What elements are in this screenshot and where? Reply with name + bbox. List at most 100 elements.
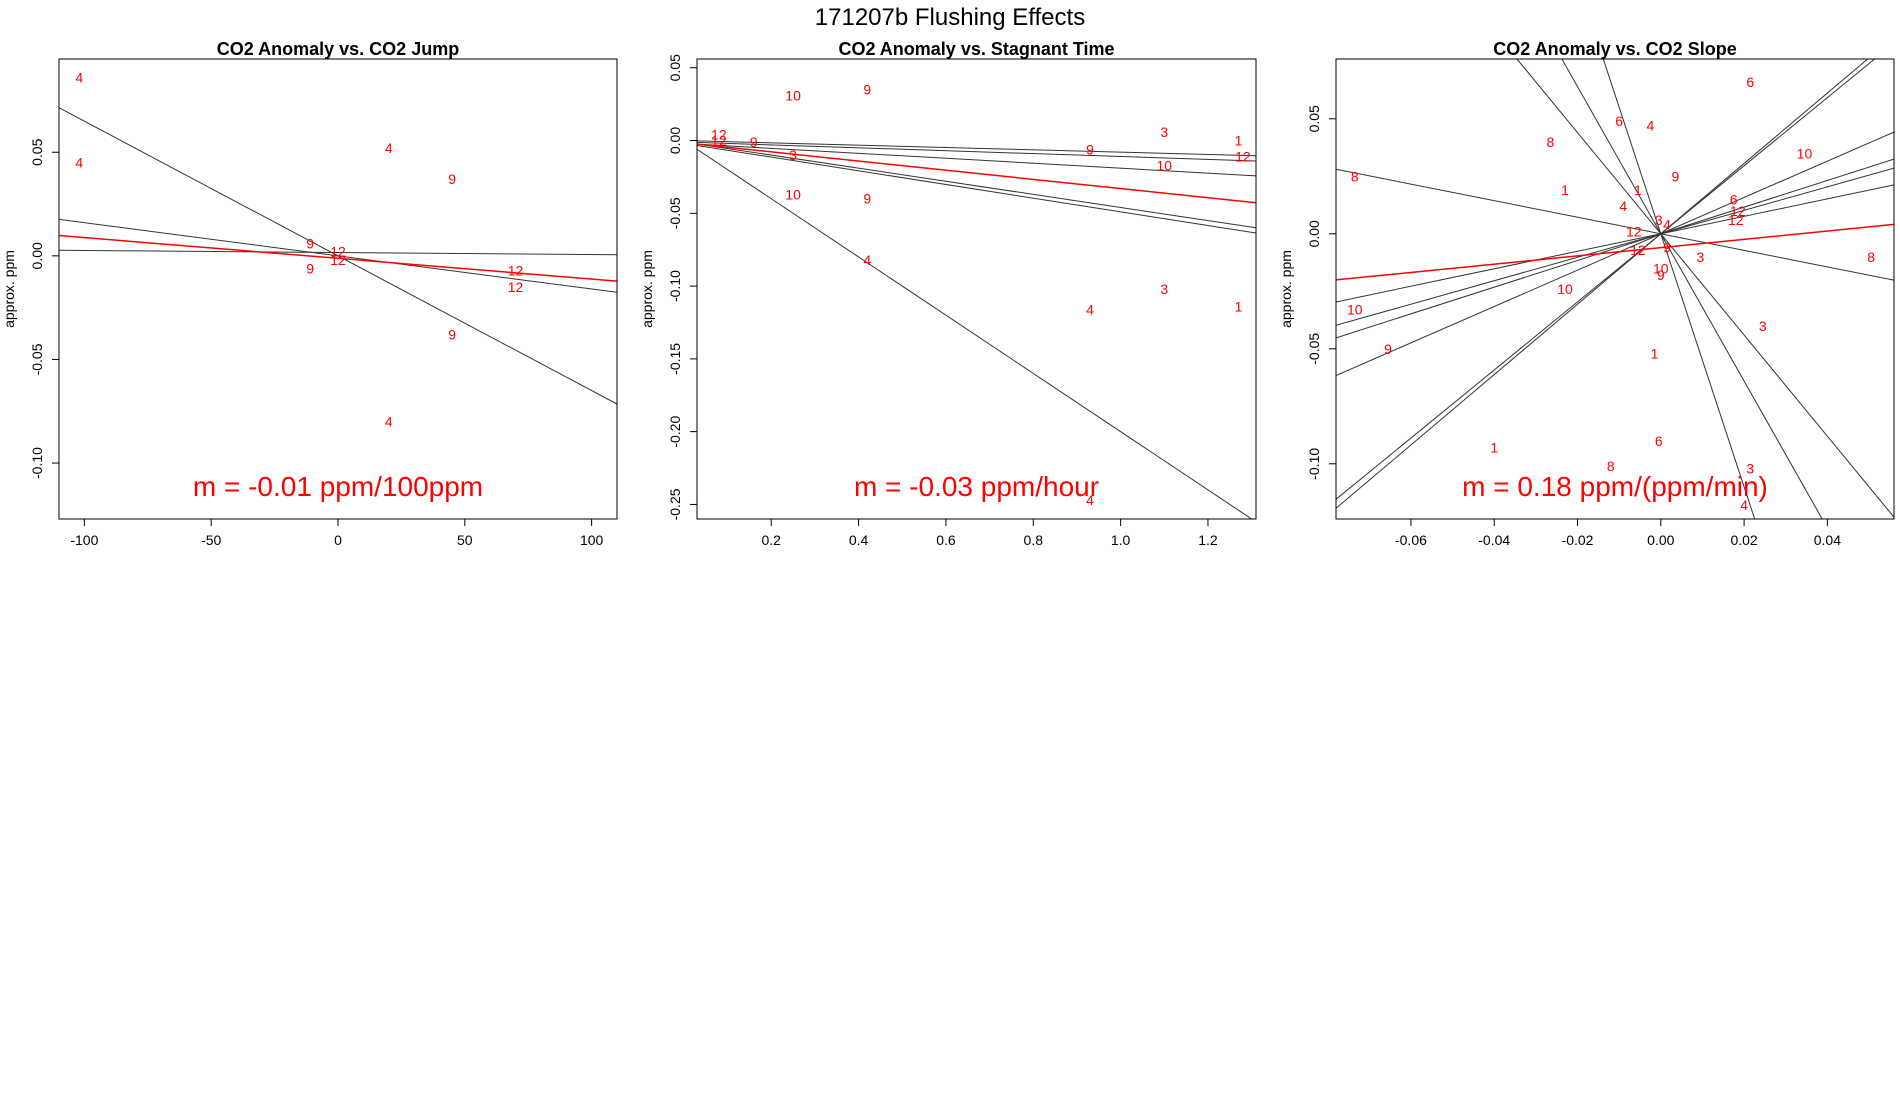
fit-line <box>1516 59 1894 518</box>
data-point-label: 1 <box>1561 182 1569 198</box>
data-point-label: 9 <box>1384 341 1392 357</box>
fit-line <box>1336 59 1868 509</box>
data-point-label: 10 <box>785 87 801 103</box>
data-point-label: 6 <box>1730 191 1738 207</box>
data-point-label: 9 <box>1086 141 1094 157</box>
y-tick-label: -0.10 <box>1306 448 1322 480</box>
fit-lines <box>697 140 1256 519</box>
data-point-label: 1 <box>1651 345 1659 361</box>
data-point-label: 4 <box>75 70 83 86</box>
x-tick-label: 50 <box>457 532 473 548</box>
y-tick-label: -0.20 <box>667 415 683 447</box>
x-tick-label: 1.2 <box>1198 532 1218 548</box>
data-point-label: 12 <box>508 279 524 295</box>
data-point-label: 4 <box>1086 492 1094 508</box>
data-point-label: 4 <box>1663 217 1671 233</box>
fit-line <box>59 218 617 293</box>
fit-line <box>1336 184 1894 303</box>
data-point-label: 1 <box>1235 298 1243 314</box>
data-point-label: 8 <box>1607 458 1615 474</box>
main-title: 171207b Flushing Effects <box>815 4 1085 31</box>
panels: CO2 Anomaly vs. CO2 Jump approx. ppm 4 4 4 9 9… <box>1 39 1895 548</box>
data-point-label: 1 <box>1490 440 1498 456</box>
y-tick-label: 0.00 <box>667 127 683 154</box>
mean-fit-line <box>1336 223 1894 281</box>
fit-line <box>1336 168 1894 281</box>
y-axis-label: approx. ppm <box>639 250 655 328</box>
x-tick-label: -0.06 <box>1395 532 1427 548</box>
x-tick-label: 0.8 <box>1024 532 1044 548</box>
data-point-label: 9 <box>1671 168 1679 184</box>
fit-line <box>697 148 1252 519</box>
fit-line <box>1336 158 1894 339</box>
data-point-label: 6 <box>1615 113 1623 129</box>
panel-1: CO2 Anomaly vs. CO2 Jump approx. ppm 4 4 4 9 9… <box>1 39 618 548</box>
data-point-label: 10 <box>785 186 801 202</box>
y-tick-label: 0.05 <box>667 54 683 81</box>
data-point-label: 3 <box>1160 281 1168 297</box>
y-tick-label: -0.10 <box>29 447 45 479</box>
data-point-label: 4 <box>1646 118 1654 134</box>
x-tick-label: -50 <box>201 532 221 548</box>
fit-line <box>59 249 617 256</box>
panel-3: CO2 Anomaly vs. CO2 Slope approx. ppm 6 6 4 8… <box>1278 39 1895 548</box>
y-axis-label: approx. ppm <box>1278 250 1294 328</box>
data-point-label: 4 <box>863 252 871 268</box>
data-point-label: 8 <box>1867 249 1875 265</box>
x-tick-label: 0.02 <box>1730 532 1757 548</box>
fit-line <box>1336 167 1894 326</box>
x-tick-label: -0.02 <box>1562 532 1594 548</box>
plot-frame <box>1335 58 1895 520</box>
x-tick-label: 0.04 <box>1814 532 1841 548</box>
fit-line <box>1602 59 1756 519</box>
fit-line <box>697 141 1256 162</box>
panel-title: CO2 Anomaly vs. CO2 Jump <box>217 39 459 59</box>
fit-line <box>1561 59 1823 519</box>
data-point-label: 9 <box>448 327 456 343</box>
y-axis: -0.10 -0.05 0.00 0.05 <box>1306 105 1336 480</box>
panel-2: CO2 Anomaly vs. Stagnant Time approx. ppm… <box>639 39 1257 548</box>
y-tick-label: 0.05 <box>1306 105 1322 132</box>
data-point-label: 6 <box>1746 74 1754 90</box>
data-point-label: 10 <box>1797 145 1813 161</box>
panel-title: CO2 Anomaly vs. Stagnant Time <box>838 39 1114 59</box>
x-axis: -0.06 -0.04 -0.02 0.00 0.02 0.04 <box>1395 519 1841 548</box>
mean-fit-line <box>697 143 1256 204</box>
x-tick-label: 0.2 <box>762 532 782 548</box>
data-point-label: 12 <box>711 133 727 149</box>
data-point-label: 9 <box>750 134 758 150</box>
fit-lines <box>59 107 617 405</box>
slope-annotation: m = -0.01 ppm/100ppm <box>193 471 483 502</box>
y-tick-label: 0.00 <box>1306 220 1322 247</box>
data-point-label: 3 <box>1160 124 1168 140</box>
slope-annotation: m = 0.18 ppm/(ppm/min) <box>1462 471 1768 502</box>
y-axis: -0.25 -0.20 -0.15 -0.10 -0.05 0.00 0.05 <box>667 54 697 520</box>
y-tick-label: -0.05 <box>667 197 683 229</box>
data-point-label: 3 <box>1696 249 1704 265</box>
data-point-label: 12 <box>330 252 346 268</box>
data-point-label: 9 <box>448 171 456 187</box>
data-point-label: 12 <box>1235 149 1251 165</box>
fit-line <box>1336 59 1875 500</box>
data-point-label: 12 <box>1626 224 1642 240</box>
x-tick-label: 0.00 <box>1647 532 1674 548</box>
plot-frame <box>696 58 1257 520</box>
data-point-label: 12 <box>330 244 346 260</box>
y-axis: -0.10 -0.05 0.00 0.05 <box>29 138 59 479</box>
x-tick-label: -0.04 <box>1478 532 1510 548</box>
fit-line <box>697 143 1256 177</box>
slope-annotation: m = -0.03 ppm/hour <box>854 471 1099 502</box>
data-point-label: 3 <box>1759 318 1767 334</box>
x-tick-label: 0.6 <box>936 532 956 548</box>
data-point-label: 12 <box>711 127 727 143</box>
data-point-label: 12 <box>1630 242 1646 258</box>
x-axis: 0.2 0.4 0.6 0.8 1.0 1.2 <box>762 519 1218 548</box>
data-point-label: 3 <box>1655 212 1663 228</box>
y-tick-label: -0.10 <box>667 270 683 302</box>
data-point-label: 8 <box>1351 168 1359 184</box>
data-point-label: 1 <box>1634 182 1642 198</box>
y-tick-label: 0.05 <box>29 138 45 165</box>
